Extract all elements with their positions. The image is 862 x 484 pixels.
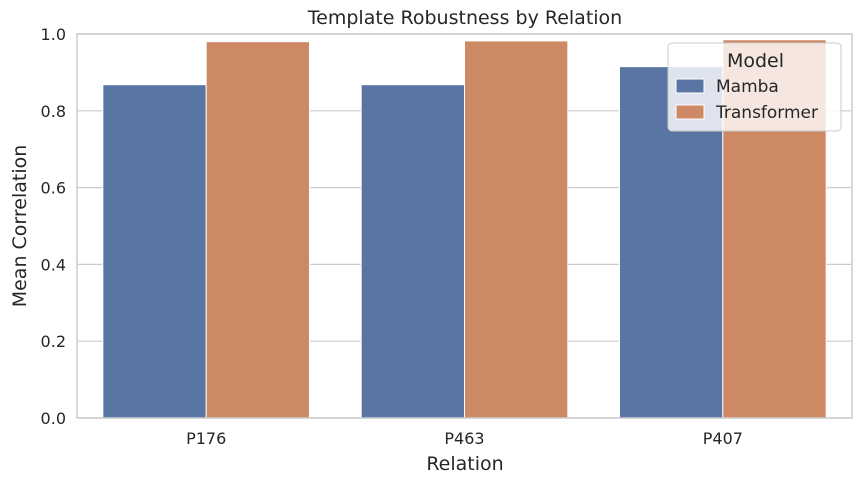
y-tick-label: 0.2 (41, 332, 66, 351)
x-tick-label: P176 (186, 429, 226, 448)
x-tick-label: P463 (444, 429, 484, 448)
bar-transformer-p176 (205, 41, 311, 419)
legend-swatch-transformer (675, 104, 705, 120)
bar-mamba-p176 (102, 84, 207, 419)
legend: Model Mamba Transformer (667, 42, 842, 132)
legend-label-mamba: Mamba (716, 77, 779, 97)
legend-title: Model (727, 50, 784, 72)
bars (102, 39, 827, 419)
legend-swatch-mamba (675, 78, 705, 94)
y-axis-label: Mean Correlation (9, 145, 31, 308)
chart-title: Template Robustness by Relation (307, 7, 622, 29)
bar-mamba-p463 (360, 84, 465, 419)
x-tick-label: P407 (703, 429, 743, 448)
x-axis-label: Relation (426, 453, 503, 475)
y-tick-label: 0.4 (41, 255, 66, 274)
legend-label-transformer: Transformer (715, 103, 818, 123)
legend-box (667, 42, 842, 132)
axes: 0.0 0.2 0.4 0.6 0.8 1.0 P176 P463 P407 (41, 25, 853, 448)
y-tick-label: 0.6 (41, 179, 66, 198)
y-tick-label: 0.8 (41, 102, 66, 121)
plot-frame (76, 33, 853, 419)
bar-transformer-p463 (464, 40, 569, 419)
y-tick-label: 0.0 (41, 409, 66, 428)
y-tick-label: 1.0 (41, 25, 66, 44)
